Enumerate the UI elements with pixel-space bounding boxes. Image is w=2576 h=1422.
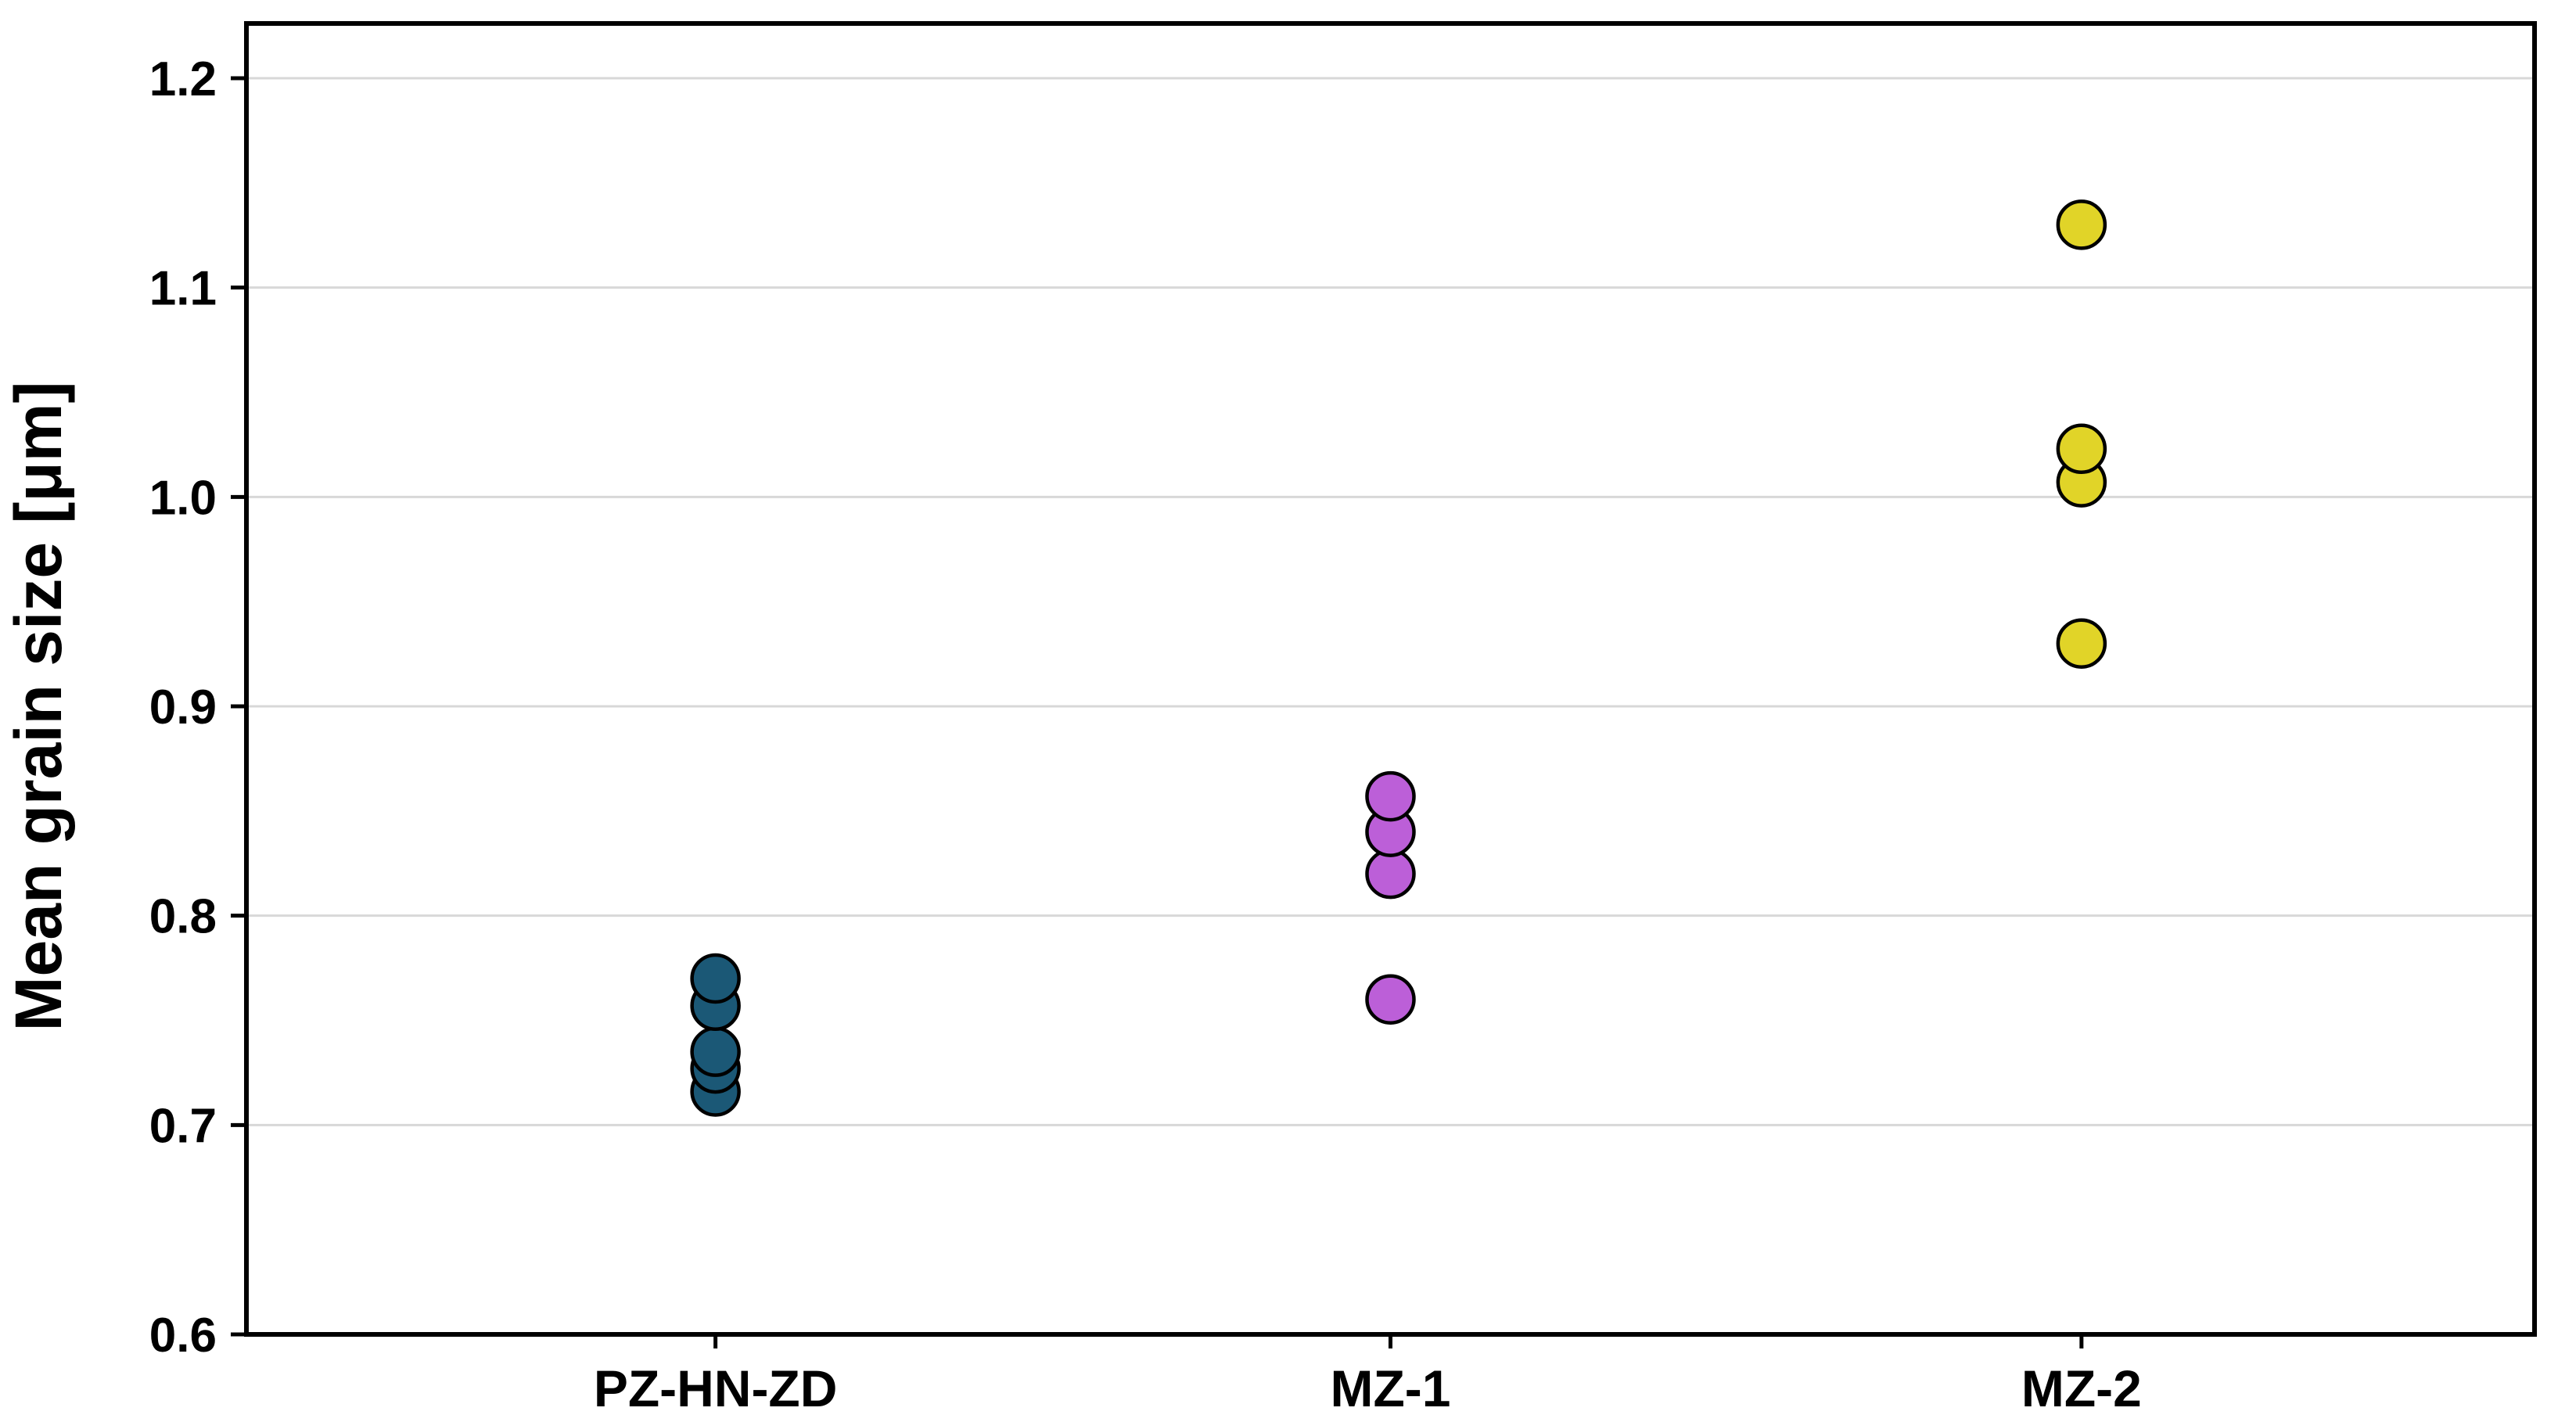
y-tick-label: 1.2 — [149, 52, 217, 106]
data-point — [2056, 199, 2107, 250]
data-point — [2056, 423, 2107, 475]
y-tick-label: 1.0 — [149, 471, 217, 525]
x-category-label: MZ-1 — [1331, 1359, 1451, 1417]
y-tick-label: 0.9 — [149, 680, 217, 734]
y-tick-label: 0.6 — [149, 1309, 217, 1363]
data-point — [690, 953, 741, 1004]
plot-area-background — [246, 23, 2535, 1334]
data-point — [2056, 618, 2107, 669]
data-point — [1365, 848, 1416, 900]
y-axis-title: Mean grain size [μm] — [2, 382, 75, 1032]
x-category-label: PZ-HN-ZD — [594, 1359, 838, 1417]
y-tick-label: 0.8 — [149, 890, 217, 944]
y-tick-label: 0.7 — [149, 1099, 217, 1153]
x-category-label: MZ-2 — [2021, 1359, 2142, 1417]
data-point — [1365, 974, 1416, 1025]
data-point — [1365, 770, 1416, 822]
y-tick-label: 1.1 — [149, 262, 217, 316]
data-point — [690, 1026, 741, 1077]
